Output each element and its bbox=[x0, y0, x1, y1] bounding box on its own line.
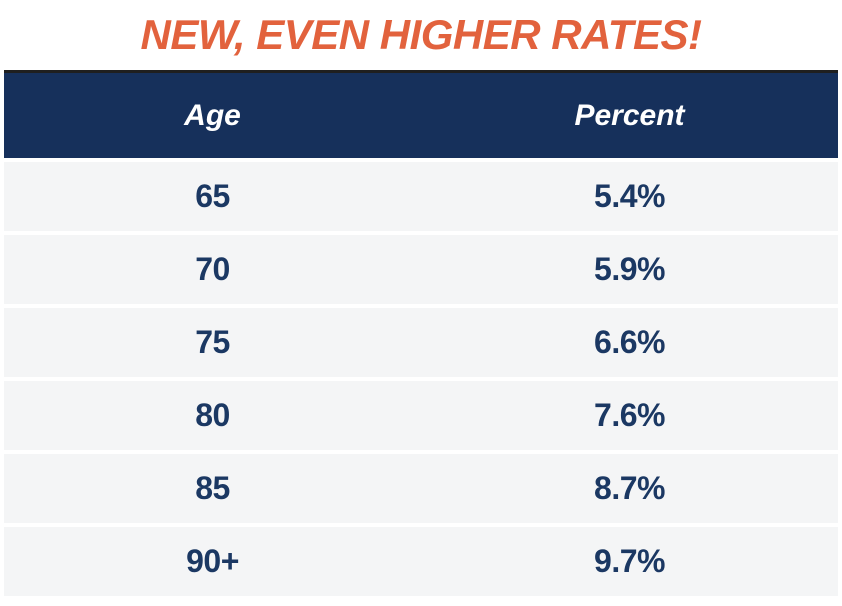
percent-cell: 6.6% bbox=[594, 324, 665, 360]
age-cell: 90+ bbox=[186, 543, 239, 579]
table-header-row: Age Percent bbox=[4, 70, 838, 158]
page-title: NEW, EVEN HIGHER RATES! bbox=[140, 11, 702, 58]
page: NEW, EVEN HIGHER RATES! Age Percent 65 5… bbox=[0, 6, 842, 606]
age-cell: 85 bbox=[195, 470, 230, 506]
column-header-age: Age bbox=[184, 98, 241, 132]
age-cell: 65 bbox=[195, 178, 230, 214]
table-row: 90+ 9.7% bbox=[4, 527, 838, 596]
table-row: 70 5.9% bbox=[4, 235, 838, 304]
percent-cell: 5.4% bbox=[594, 178, 665, 214]
percent-cell: 9.7% bbox=[594, 543, 665, 579]
table-row: 65 5.4% bbox=[4, 162, 838, 231]
column-header-percent: Percent bbox=[574, 98, 685, 132]
rates-table: Age Percent 65 5.4% 70 5.9% 75 6.6% 80 7… bbox=[4, 70, 838, 596]
percent-cell: 8.7% bbox=[594, 470, 665, 506]
percent-cell: 5.9% bbox=[594, 251, 665, 287]
age-cell: 75 bbox=[195, 324, 230, 360]
age-cell: 80 bbox=[195, 397, 230, 433]
table-row: 85 8.7% bbox=[4, 454, 838, 523]
table-row: 75 6.6% bbox=[4, 308, 838, 377]
percent-cell: 7.6% bbox=[594, 397, 665, 433]
table-row: 80 7.6% bbox=[4, 381, 838, 450]
age-cell: 70 bbox=[195, 251, 230, 287]
